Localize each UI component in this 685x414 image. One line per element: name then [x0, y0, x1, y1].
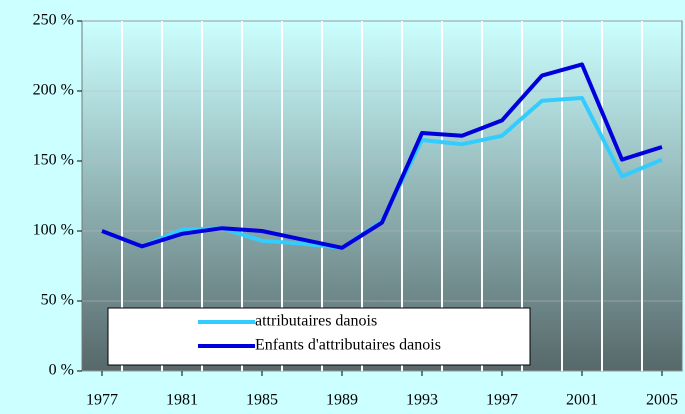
x-tick-label: 1977: [86, 392, 118, 409]
y-tick-label: 250 %: [33, 12, 74, 29]
legend-label: Enfants d'attributaires danois: [255, 337, 441, 354]
x-tick-label: 2005: [646, 392, 678, 409]
y-tick-label: 150 %: [33, 152, 74, 169]
legend: [107, 307, 531, 366]
y-tick-label: 0 %: [49, 362, 74, 379]
series-line: [101, 62, 663, 250]
x-tick-label: 1985: [246, 392, 278, 409]
x-tick-label: 1981: [166, 392, 198, 409]
x-tick-label: 1989: [326, 392, 358, 409]
y-tick-label: 200 %: [33, 82, 74, 99]
y-tick-label: 50 %: [41, 292, 74, 309]
x-tick-label: 1993: [406, 392, 438, 409]
y-tick-label: 100 %: [33, 222, 74, 239]
legend-label: attributaires danois: [255, 313, 377, 330]
x-tick-label: 1997: [486, 392, 518, 409]
x-tick-label: 2001: [566, 392, 598, 409]
